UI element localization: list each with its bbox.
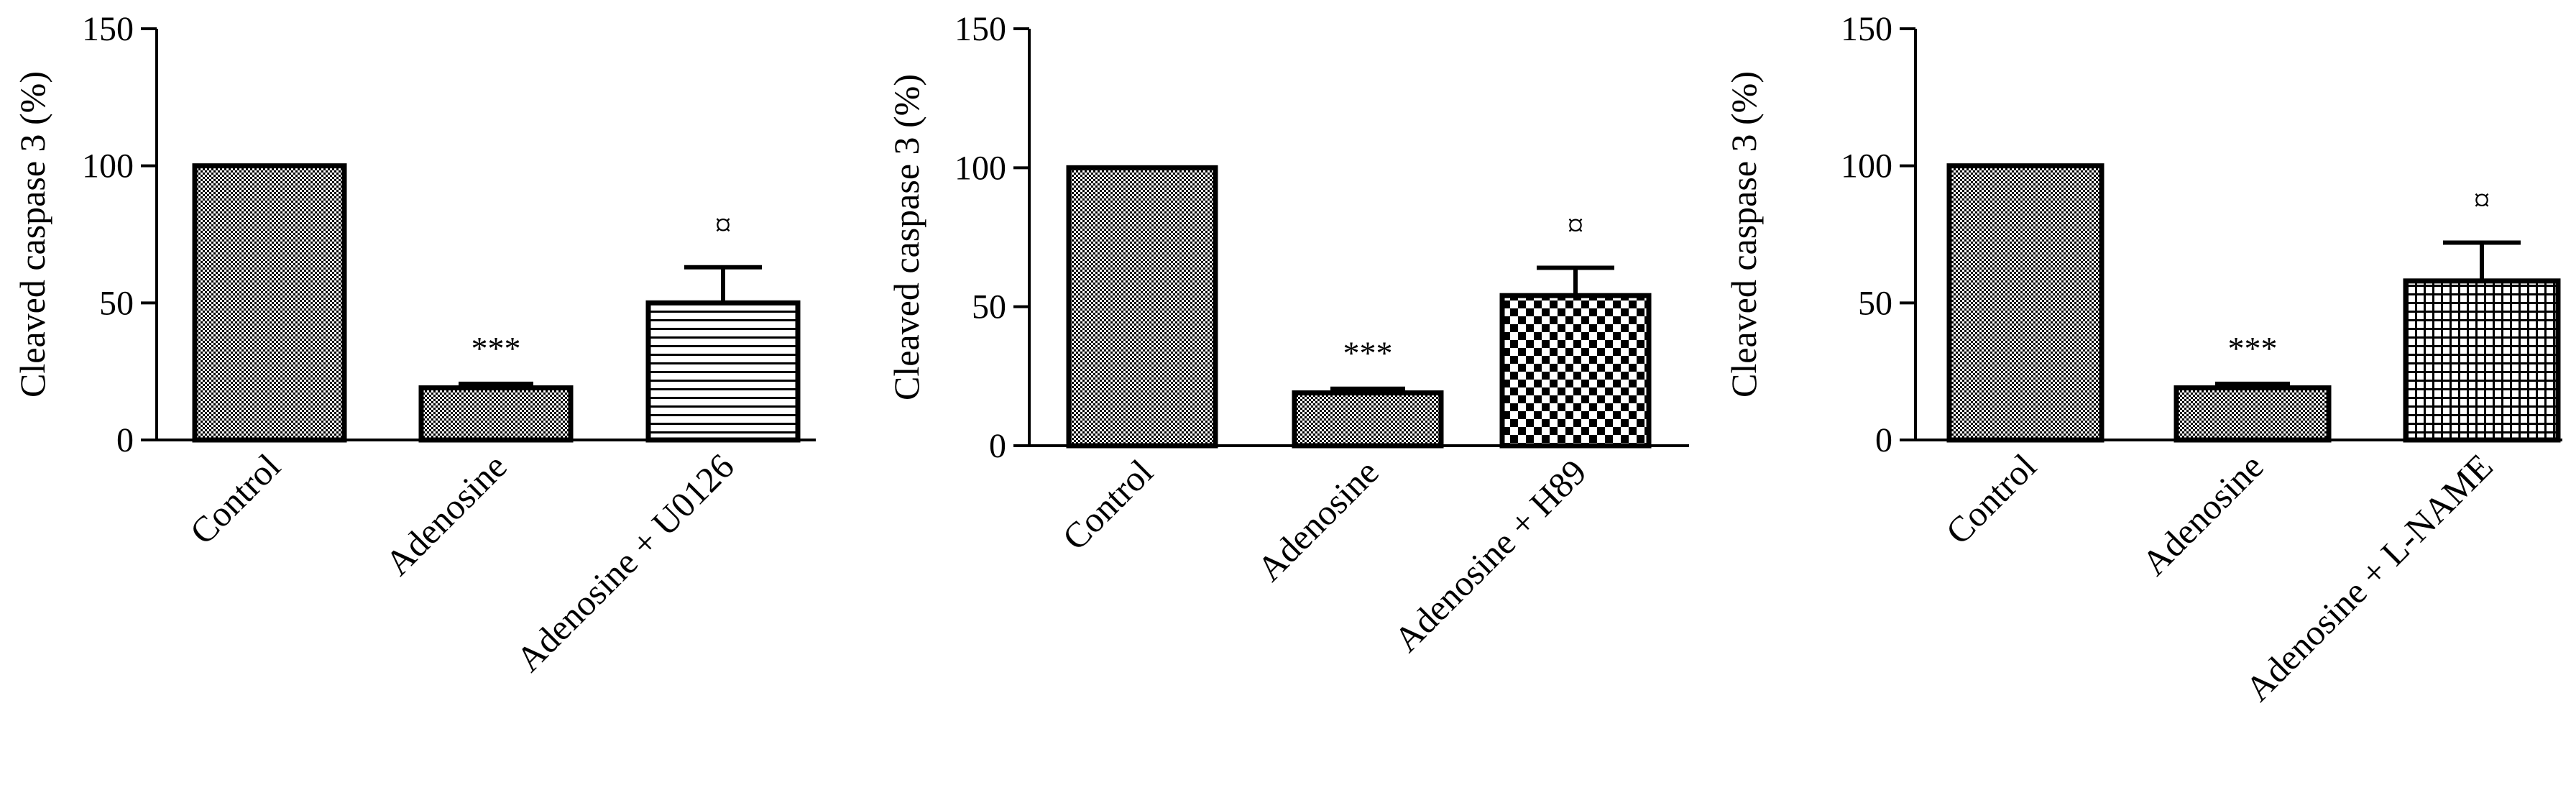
x-tick-label: Adenosine xyxy=(377,446,515,583)
x-tick-label: Control xyxy=(1054,451,1161,558)
x-tick-label: Adenosine + L-NAME xyxy=(2237,446,2501,709)
y-tick-label: 50 xyxy=(99,284,134,322)
bar-adenosine xyxy=(418,385,574,443)
chart-panel-2: 0 50 100 150 Cleaved caspase 3 (%) Control ***… xyxy=(886,10,1689,659)
y-tick-label: 100 xyxy=(1841,147,1892,185)
y-tick-label: 100 xyxy=(954,149,1006,187)
y-tick-label: 150 xyxy=(954,10,1006,48)
bar-adenosine xyxy=(1292,390,1444,449)
y-tick-label: 50 xyxy=(1858,284,1892,322)
y-tick-label: 0 xyxy=(989,427,1006,465)
x-tick-label: Control xyxy=(1938,446,2044,552)
x-tick-label: Adenosine xyxy=(1249,451,1386,589)
significance-annotation: *** xyxy=(2228,330,2278,367)
significance-annotation: *** xyxy=(472,330,521,367)
y-axis-label: Cleaved caspase 3 (%) xyxy=(886,74,926,400)
y-tick-label: 150 xyxy=(82,10,134,48)
chart-panel-3: 0 50 100 150 Cleaved caspase 3 (%) Control ***… xyxy=(1724,10,2562,709)
y-tick-label: 100 xyxy=(82,147,134,185)
bar-adenosine-u0126 xyxy=(645,300,801,443)
x-tick-label: Control xyxy=(182,446,288,552)
x-tick-label: Adenosine + U0126 xyxy=(508,446,742,679)
x-tick-label: Adenosine + H89 xyxy=(1386,451,1593,659)
y-tick-label: 0 xyxy=(116,421,134,459)
y-tick-label: 0 xyxy=(1875,421,1892,459)
y-tick-label: 50 xyxy=(972,288,1006,326)
bar-adenosine-h89 xyxy=(1499,293,1652,449)
y-axis-label: Cleaved caspase 3 (%) xyxy=(12,71,52,398)
y-axis-label: Cleaved caspase 3 (%) xyxy=(1724,71,1764,398)
significance-annotation: ¤ xyxy=(2474,181,2490,218)
bar-control xyxy=(1946,163,2104,443)
significance-annotation: ¤ xyxy=(715,206,732,243)
bar-adenosine-l-name xyxy=(2403,278,2561,443)
x-tick-label: Adenosine xyxy=(2134,446,2271,583)
y-tick-label: 150 xyxy=(1841,10,1892,48)
bar-adenosine xyxy=(2174,385,2332,443)
bar-control xyxy=(192,163,347,443)
significance-annotation: ¤ xyxy=(1568,207,1584,244)
bar-control xyxy=(1066,165,1218,449)
chart-panel-1: 0 50 100 150 Cleaved caspase 3 (%) Control ***… xyxy=(12,10,816,679)
significance-annotation: *** xyxy=(1343,335,1393,372)
